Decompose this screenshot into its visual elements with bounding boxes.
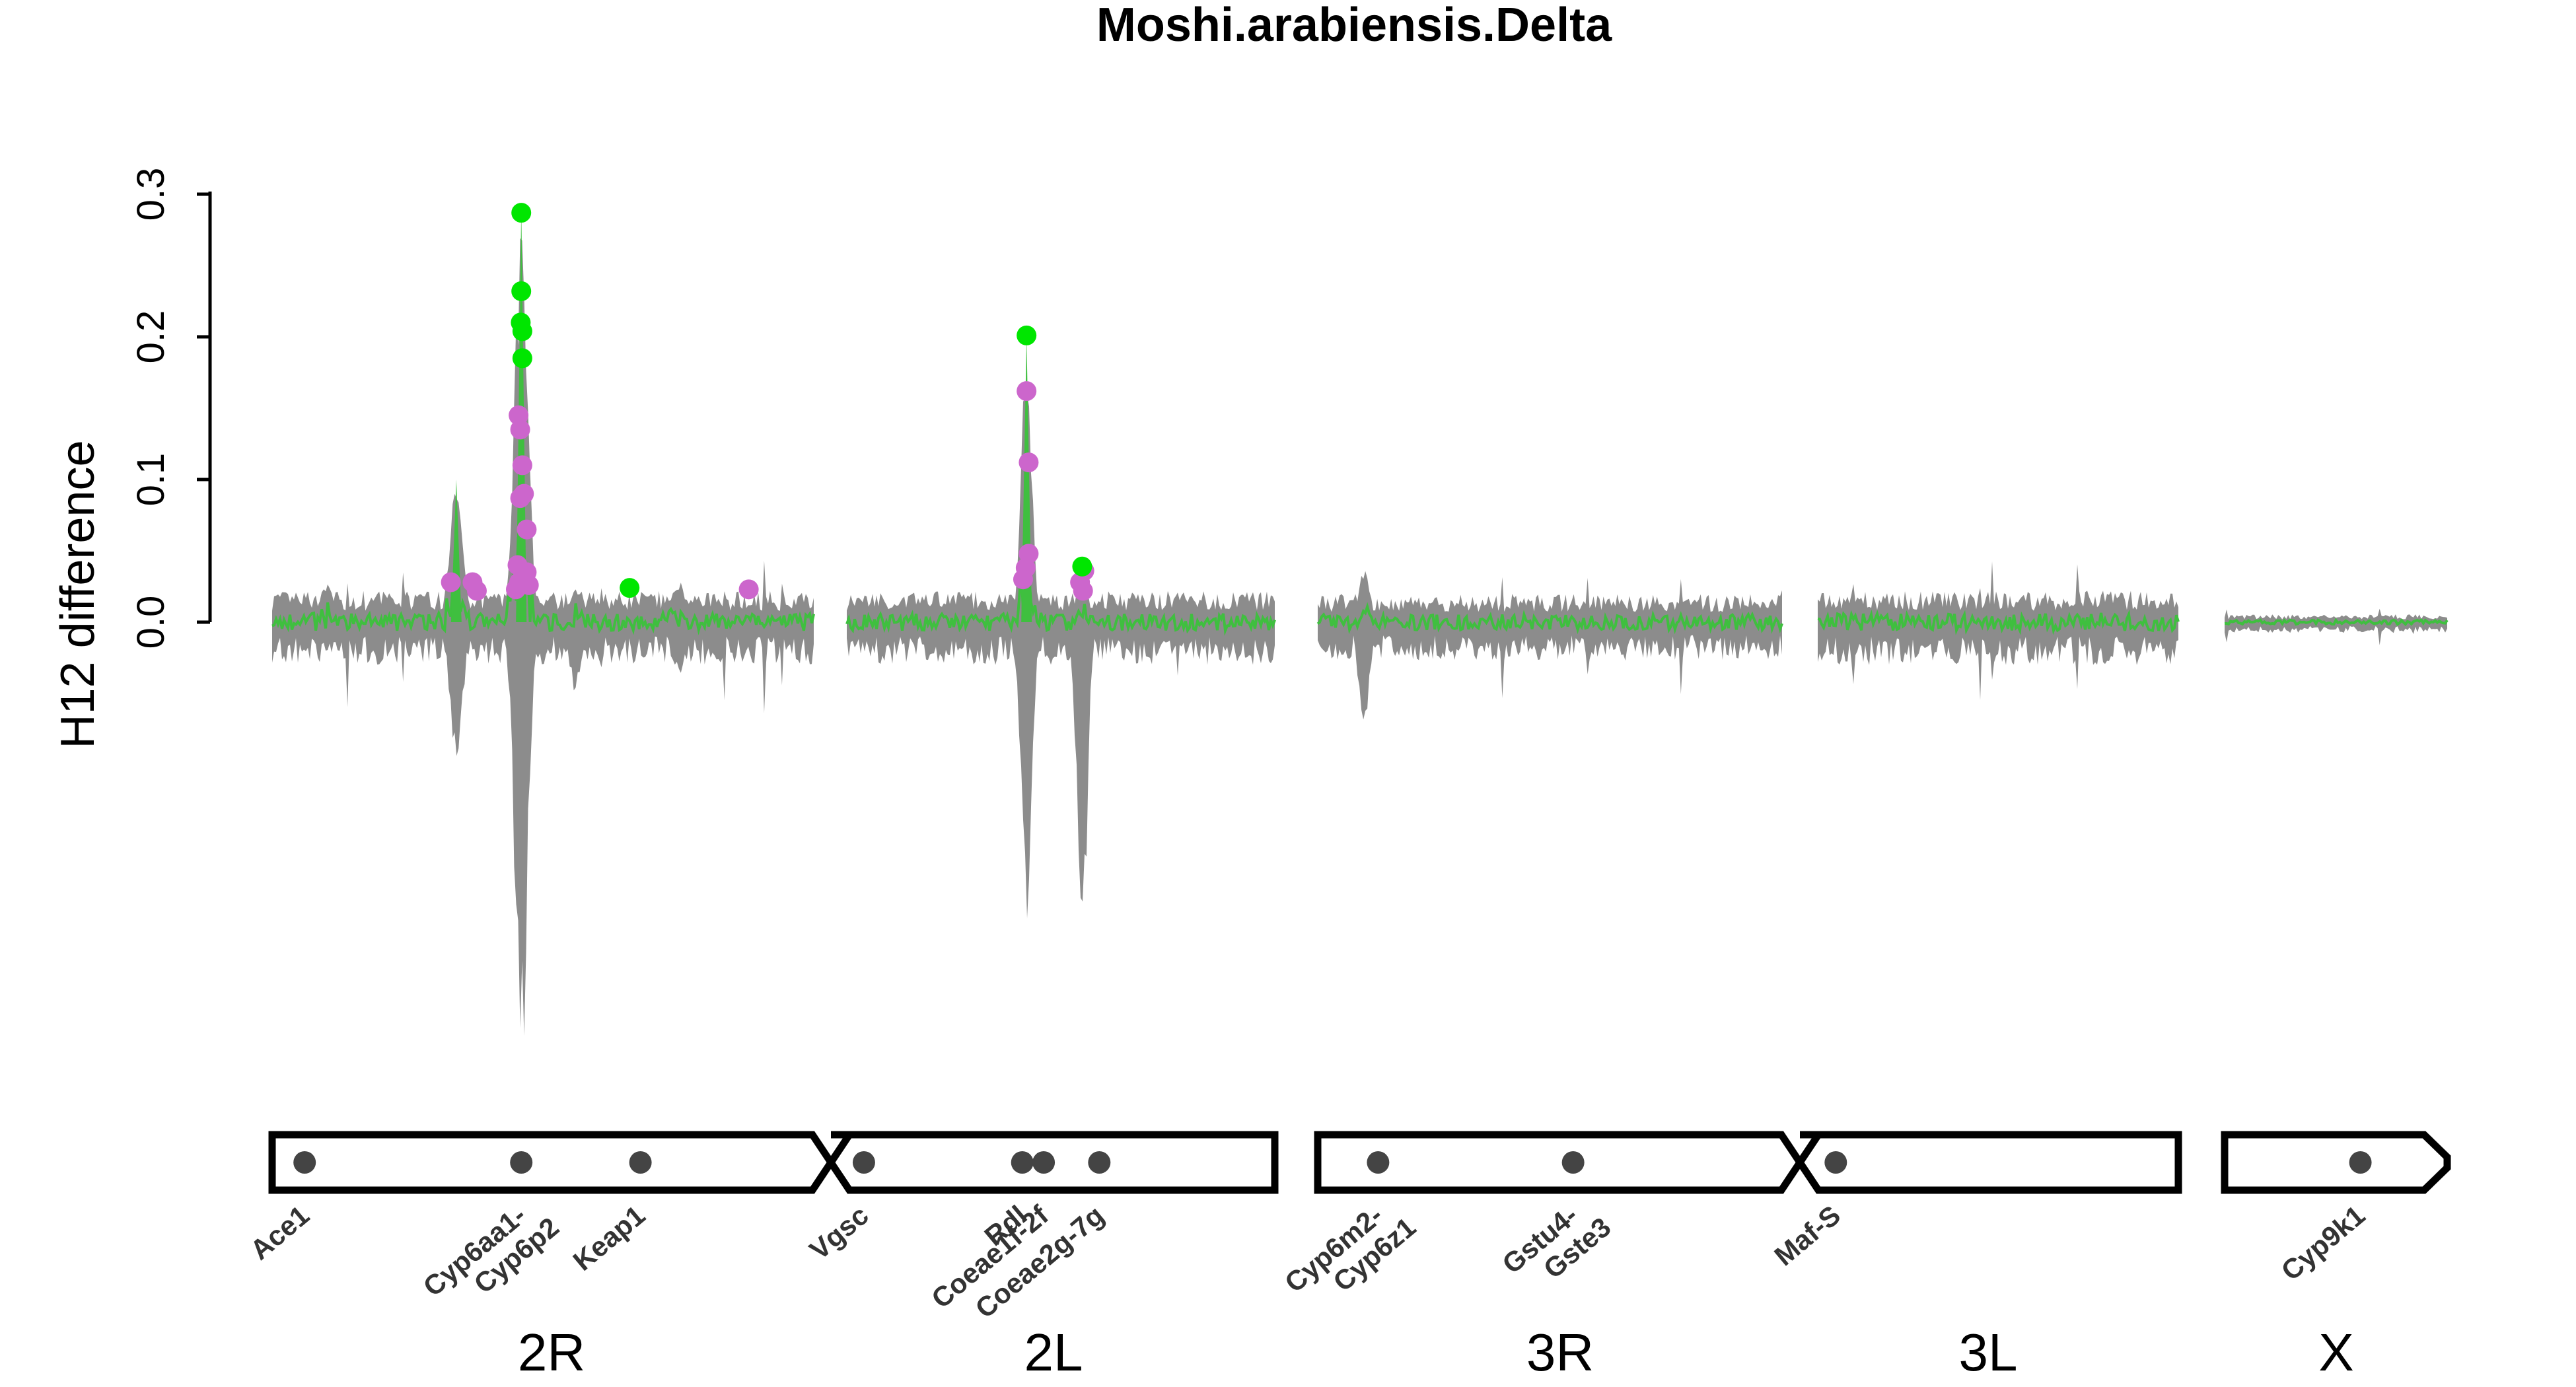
- series-line-X: [2224, 618, 2449, 627]
- point-magenta: [1073, 581, 1093, 601]
- band-3R: [1318, 571, 1782, 720]
- point-magenta: [738, 579, 759, 600]
- gene-markers: Ace1 Cyp6aa1-Cyp6p2 Keap1 Vgsc RdlCoeae1f-2f…: [244, 1151, 2372, 1324]
- y-tick-label: 0.1: [129, 453, 172, 507]
- gene-dot: [510, 1151, 533, 1174]
- chromosome-arm-2R: [268, 1131, 836, 1194]
- chromosome-label-2L: 2L: [1024, 1323, 1083, 1382]
- chromosome-arm-X: [2221, 1131, 2451, 1194]
- point-magenta: [512, 455, 532, 476]
- gene-dot: [1011, 1151, 1034, 1174]
- gene-label: Maf-S: [1768, 1199, 1846, 1272]
- gene-dot: [629, 1151, 652, 1174]
- chromosome-label-3R: 3R: [1526, 1323, 1594, 1382]
- gene-dot: [1824, 1151, 1847, 1174]
- point-magenta: [510, 419, 530, 440]
- chromosome-arm-3R: [1314, 1131, 1805, 1194]
- band-2R: [272, 238, 814, 1036]
- gene-dot: [2349, 1151, 2372, 1174]
- band-2L: [847, 394, 1275, 919]
- point-green: [1017, 325, 1037, 345]
- gene-label: Keap1: [567, 1199, 651, 1277]
- gene-label: Vgsc: [804, 1199, 875, 1266]
- point-green: [620, 578, 640, 598]
- chromosome-ideogram: 2R 2L 3R 3L X: [268, 1131, 2451, 1382]
- band-3L: [1818, 561, 2178, 701]
- point-magenta: [466, 581, 487, 601]
- gene-label: Ace1: [244, 1199, 315, 1266]
- chromosome-arm-2L: [826, 1131, 1279, 1194]
- chromosome-label-X: X: [2318, 1323, 2353, 1382]
- chromosome-label-2R: 2R: [518, 1323, 585, 1382]
- point-magenta: [1019, 452, 1039, 473]
- point-magenta: [1013, 569, 1033, 590]
- line-layer: [271, 208, 2449, 636]
- y-axis: 0.0 0.1 0.2 0.3: [129, 168, 212, 649]
- gene-dot: [852, 1151, 875, 1174]
- series-line-2L: [845, 532, 1276, 636]
- series-line-3R: [1316, 602, 1783, 635]
- chromosome-arm-3L: [1795, 1131, 2182, 1194]
- point-magenta: [1017, 381, 1037, 402]
- gene-dot: [1088, 1151, 1111, 1174]
- gene-dot: [1367, 1151, 1390, 1174]
- y-axis-label: H12 difference: [52, 441, 104, 749]
- gene-dot: [1561, 1151, 1585, 1174]
- gene-dot: [1032, 1151, 1055, 1174]
- band-X: [2225, 608, 2447, 645]
- point-layer: [441, 203, 1094, 601]
- y-tick-label: 0.3: [129, 168, 172, 221]
- gene-dot: [293, 1151, 316, 1174]
- point-magenta: [510, 488, 530, 509]
- point-magenta: [441, 572, 461, 592]
- series-line-3L: [1817, 609, 2180, 635]
- point-green: [511, 281, 532, 301]
- gene-label: Cyp9k1: [2275, 1199, 2371, 1287]
- point-magenta: [517, 519, 537, 540]
- point-green: [512, 348, 532, 369]
- y-tick-label: 0.0: [129, 596, 172, 649]
- band-layer: [272, 238, 2447, 1036]
- y-tick-label: 0.2: [129, 310, 172, 364]
- chromosome-label-3L: 3L: [1959, 1323, 2018, 1382]
- point-magenta: [506, 579, 526, 600]
- point-green: [511, 203, 532, 223]
- chart-title: Moshi.arabiensis.Delta: [1096, 0, 1612, 52]
- point-green: [1072, 556, 1092, 577]
- point-green: [512, 321, 532, 341]
- series-line-2R: [271, 492, 815, 635]
